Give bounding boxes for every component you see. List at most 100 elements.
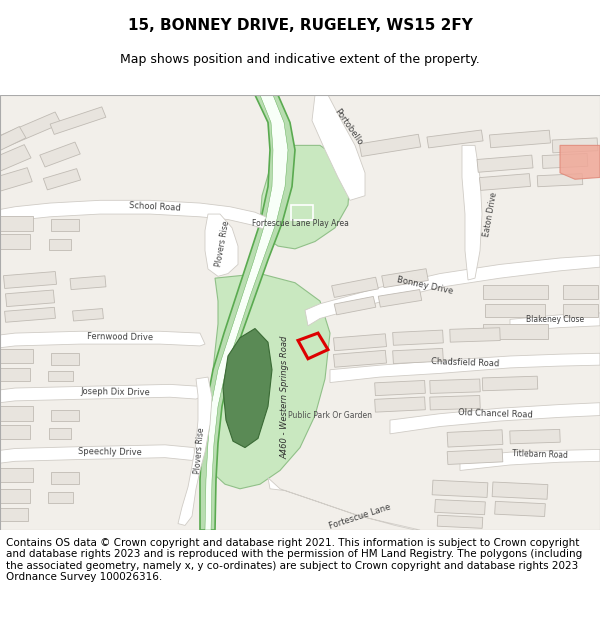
Text: Titlebarn Road: Titlebarn Road (512, 449, 568, 461)
Text: Fernwood Drive: Fernwood Drive (87, 332, 153, 342)
Polygon shape (0, 349, 32, 363)
Text: Public Park Or Garden: Public Park Or Garden (288, 411, 372, 420)
Polygon shape (70, 276, 106, 289)
Text: Plovers Rise: Plovers Rise (193, 427, 206, 474)
Polygon shape (0, 384, 200, 402)
Polygon shape (51, 219, 79, 231)
Polygon shape (0, 201, 270, 231)
Polygon shape (0, 406, 32, 421)
Polygon shape (378, 289, 422, 307)
Text: Chadsfield Road: Chadsfield Road (431, 357, 499, 368)
Polygon shape (537, 174, 583, 187)
Polygon shape (334, 296, 376, 315)
Polygon shape (563, 304, 598, 317)
Polygon shape (49, 428, 71, 439)
Polygon shape (51, 409, 79, 421)
Text: Fortescue Lane: Fortescue Lane (328, 502, 392, 531)
Polygon shape (43, 169, 80, 190)
Polygon shape (485, 304, 545, 317)
Polygon shape (494, 501, 545, 516)
Text: Map shows position and indicative extent of the property.: Map shows position and indicative extent… (120, 54, 480, 66)
Polygon shape (73, 309, 103, 321)
Polygon shape (447, 449, 503, 464)
Polygon shape (178, 377, 212, 526)
Polygon shape (0, 216, 32, 231)
Polygon shape (510, 313, 600, 331)
Polygon shape (477, 155, 533, 172)
Text: Blakeney Close: Blakeney Close (526, 315, 584, 324)
Polygon shape (492, 482, 548, 499)
Text: Bonney Drive: Bonney Drive (396, 275, 454, 296)
Polygon shape (51, 472, 79, 484)
Polygon shape (0, 445, 195, 463)
Text: Old Chancel Road: Old Chancel Road (457, 408, 533, 419)
Polygon shape (49, 239, 71, 250)
Polygon shape (0, 424, 30, 439)
Polygon shape (374, 397, 425, 412)
Polygon shape (5, 308, 55, 322)
Polygon shape (0, 95, 600, 530)
Polygon shape (0, 331, 205, 348)
Polygon shape (334, 334, 386, 351)
Text: School Road: School Road (129, 201, 181, 212)
Polygon shape (427, 130, 483, 148)
Polygon shape (223, 329, 272, 448)
Polygon shape (390, 402, 600, 434)
Polygon shape (0, 144, 31, 177)
Polygon shape (40, 142, 80, 167)
Polygon shape (0, 489, 30, 504)
Polygon shape (392, 330, 443, 345)
Polygon shape (330, 353, 600, 382)
Polygon shape (47, 492, 73, 504)
Polygon shape (208, 274, 330, 489)
Polygon shape (482, 376, 538, 391)
Polygon shape (51, 352, 79, 365)
Polygon shape (260, 146, 350, 249)
Polygon shape (50, 107, 106, 134)
Polygon shape (437, 515, 483, 528)
Polygon shape (0, 126, 26, 155)
Polygon shape (4, 271, 56, 289)
Polygon shape (200, 95, 295, 530)
Polygon shape (563, 284, 598, 299)
Text: 15, BONNEY DRIVE, RUGELEY, WS15 2FY: 15, BONNEY DRIVE, RUGELEY, WS15 2FY (128, 18, 472, 33)
Polygon shape (447, 430, 503, 447)
Polygon shape (0, 508, 28, 521)
Polygon shape (312, 95, 365, 201)
Polygon shape (0, 168, 32, 196)
Polygon shape (332, 278, 379, 298)
Polygon shape (205, 95, 288, 530)
Polygon shape (0, 468, 32, 482)
Text: Fortescue Lane Play Area: Fortescue Lane Play Area (251, 219, 349, 228)
Text: Plovers Rise: Plovers Rise (215, 219, 232, 267)
Polygon shape (542, 154, 588, 168)
Polygon shape (460, 449, 600, 471)
Text: Joseph Dix Drive: Joseph Dix Drive (80, 387, 150, 397)
Polygon shape (462, 146, 482, 280)
Polygon shape (47, 371, 73, 381)
Polygon shape (305, 255, 600, 326)
Polygon shape (0, 234, 30, 249)
Polygon shape (5, 290, 55, 307)
Text: A460 - Western Springs Road: A460 - Western Springs Road (281, 336, 290, 459)
Polygon shape (359, 134, 421, 156)
Polygon shape (560, 146, 600, 179)
Polygon shape (479, 174, 530, 191)
Polygon shape (0, 112, 61, 148)
Polygon shape (334, 350, 386, 368)
Text: Speechly Drive: Speechly Drive (78, 447, 142, 458)
Polygon shape (430, 396, 480, 410)
Text: Contains OS data © Crown copyright and database right 2021. This information is : Contains OS data © Crown copyright and d… (6, 538, 582, 582)
Text: Eaton Drive: Eaton Drive (482, 191, 499, 237)
Polygon shape (382, 269, 428, 288)
Polygon shape (430, 379, 480, 393)
Polygon shape (268, 478, 420, 530)
Polygon shape (510, 429, 560, 444)
Text: Portobello: Portobello (332, 107, 364, 147)
Polygon shape (482, 324, 548, 339)
Polygon shape (450, 328, 500, 342)
Polygon shape (432, 480, 488, 498)
Polygon shape (434, 499, 485, 515)
Polygon shape (0, 368, 30, 381)
Polygon shape (490, 130, 550, 148)
